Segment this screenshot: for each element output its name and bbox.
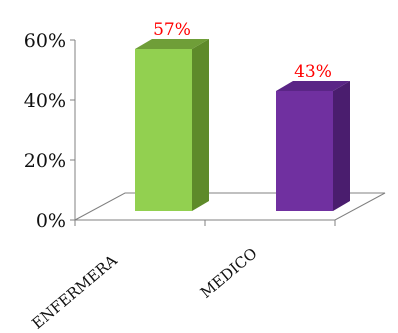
axis-layer: 0% 20% 40% 60% (24, 30, 76, 232)
bar-top (135, 39, 209, 49)
y-tick-label: 60% (24, 30, 66, 52)
y-tick-label: 0% (36, 210, 66, 232)
data-label: 57% (153, 20, 191, 40)
data-label: 43% (294, 62, 332, 82)
bars-layer (135, 39, 350, 211)
chart-floor-outline (74, 192, 386, 221)
bar-side (333, 81, 350, 211)
bar-medico (276, 91, 333, 211)
x-category-label: ENFERMERA (28, 251, 120, 332)
chart-floor (74, 192, 386, 226)
x-category-label: MEDICO (197, 244, 261, 302)
y-tick-label: 40% (24, 90, 66, 112)
bar-top (276, 81, 350, 91)
bar-side (192, 39, 209, 211)
y-tick-label: 20% (24, 150, 66, 172)
bar-enfermera (135, 49, 192, 211)
